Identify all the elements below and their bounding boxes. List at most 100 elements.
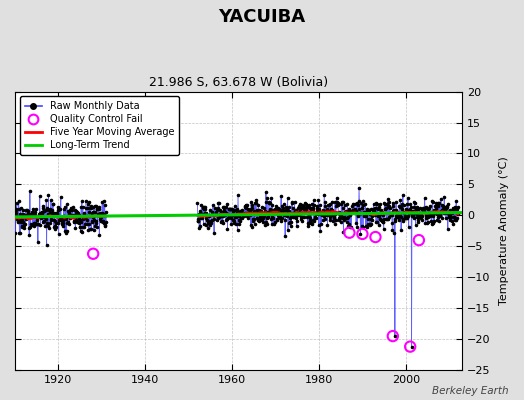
Point xyxy=(325,202,333,209)
Point xyxy=(82,204,91,211)
Point xyxy=(212,207,221,214)
Point xyxy=(345,208,353,215)
Point xyxy=(193,216,202,222)
Point xyxy=(222,210,230,217)
Point xyxy=(298,202,306,208)
Point xyxy=(39,205,48,211)
Point xyxy=(404,195,412,201)
Point xyxy=(271,206,279,212)
Point xyxy=(242,204,250,211)
Point xyxy=(200,204,209,210)
Point xyxy=(263,221,271,227)
Point xyxy=(351,209,359,216)
Point xyxy=(194,210,203,217)
Point xyxy=(403,201,411,208)
Point xyxy=(286,215,294,221)
Point xyxy=(206,218,214,224)
Point xyxy=(424,214,432,221)
Point xyxy=(451,215,459,221)
Point xyxy=(345,230,354,236)
Text: Berkeley Earth: Berkeley Earth xyxy=(432,386,508,396)
Point xyxy=(402,208,411,215)
Point xyxy=(102,208,110,215)
Point xyxy=(50,226,59,232)
Point xyxy=(300,200,309,206)
Point xyxy=(243,202,252,208)
Point xyxy=(46,220,54,226)
Point xyxy=(350,206,358,213)
Point xyxy=(267,214,276,220)
Point xyxy=(306,214,314,221)
Point xyxy=(89,214,97,220)
Point xyxy=(235,221,243,228)
Point xyxy=(427,220,435,227)
Point xyxy=(453,205,462,212)
Point xyxy=(250,200,259,206)
Point xyxy=(81,215,90,222)
Point xyxy=(200,206,208,212)
Point xyxy=(13,218,21,224)
Point xyxy=(310,218,318,224)
Point xyxy=(381,206,390,212)
Point xyxy=(274,204,282,211)
Point xyxy=(380,206,389,213)
Point xyxy=(356,210,364,216)
Point xyxy=(310,197,318,203)
Point xyxy=(396,197,405,203)
Point xyxy=(249,210,258,217)
Point xyxy=(95,216,104,222)
Point xyxy=(238,211,247,218)
Point xyxy=(361,213,369,220)
Point xyxy=(279,205,287,211)
Point xyxy=(209,202,217,208)
Point xyxy=(37,209,46,216)
Point xyxy=(210,212,219,218)
Point xyxy=(312,202,321,209)
Point xyxy=(216,219,225,225)
Point xyxy=(57,221,66,228)
Point xyxy=(94,212,102,218)
Point xyxy=(225,206,234,212)
Point xyxy=(99,218,107,224)
Point xyxy=(254,216,262,223)
Point xyxy=(245,208,253,214)
Point xyxy=(447,209,456,216)
Point xyxy=(17,219,25,225)
Point xyxy=(87,225,95,232)
Point xyxy=(412,206,420,212)
Point xyxy=(350,207,358,213)
Point xyxy=(335,214,344,221)
Point xyxy=(361,201,369,207)
Point xyxy=(27,214,36,220)
Point xyxy=(67,205,75,211)
Point xyxy=(86,203,95,209)
Point xyxy=(203,212,211,218)
Point xyxy=(44,211,52,217)
Point xyxy=(249,218,257,224)
Point xyxy=(433,217,442,224)
Point xyxy=(424,218,432,225)
Point xyxy=(241,204,249,210)
Point xyxy=(36,193,44,199)
Point xyxy=(409,213,417,219)
Point xyxy=(72,211,80,217)
Point xyxy=(102,218,111,225)
Point xyxy=(252,200,260,206)
Point xyxy=(450,206,458,212)
Point xyxy=(63,219,72,225)
Point xyxy=(397,226,405,233)
Point xyxy=(251,211,259,217)
Point xyxy=(90,216,99,223)
Point xyxy=(37,215,45,221)
Point xyxy=(434,203,442,210)
Point xyxy=(363,205,372,212)
Point xyxy=(308,220,316,227)
Point xyxy=(96,210,105,216)
Point xyxy=(380,216,388,222)
Point xyxy=(343,218,351,225)
Point xyxy=(33,214,41,220)
Point xyxy=(67,212,75,218)
Point xyxy=(234,192,242,199)
Point xyxy=(241,203,249,209)
Point xyxy=(271,218,279,225)
